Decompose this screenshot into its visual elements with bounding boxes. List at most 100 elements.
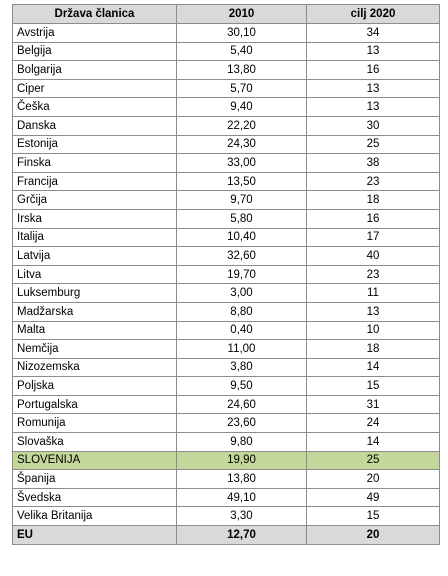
value-2010-cell: 13,50 bbox=[176, 171, 307, 192]
target-2020-cell: 23 bbox=[306, 171, 440, 192]
country-cell: Madžarska bbox=[12, 301, 177, 322]
header-row: Država članica 2010 cilj 2020 bbox=[12, 4, 440, 24]
value-2010-cell: 22,20 bbox=[176, 115, 307, 136]
country-cell: Luksemburg bbox=[12, 283, 177, 303]
value-2010-cell: 23,60 bbox=[176, 413, 307, 434]
value-2010-cell: 11,00 bbox=[176, 339, 307, 359]
table-row: Danska 22,20 30 bbox=[12, 115, 440, 136]
country-cell: Danska bbox=[12, 115, 177, 136]
value-2010-cell: 9,40 bbox=[176, 97, 307, 117]
header-target-2020: cilj 2020 bbox=[306, 4, 440, 24]
target-2020-cell: 40 bbox=[306, 246, 440, 266]
country-cell: Finska bbox=[12, 153, 177, 173]
target-2020-cell: 38 bbox=[306, 153, 440, 173]
value-2010-cell: 5,80 bbox=[176, 208, 307, 229]
table-row: SLOVENIJA 19,90 25 bbox=[12, 450, 440, 471]
value-2010-cell: 9,70 bbox=[176, 190, 307, 210]
table-row: Velika Britanija 3,30 15 bbox=[12, 506, 440, 527]
value-2010-cell: 24,30 bbox=[176, 134, 307, 155]
target-2020-cell: 13 bbox=[306, 78, 440, 99]
value-2010-cell: 32,60 bbox=[176, 246, 307, 266]
country-cell: Švedska bbox=[12, 487, 177, 508]
country-cell: Romunija bbox=[12, 413, 177, 434]
table-row: Madžarska 8,80 13 bbox=[12, 301, 440, 322]
country-cell: Ciper bbox=[12, 78, 177, 99]
country-cell: Latvija bbox=[12, 246, 177, 266]
country-cell: Italija bbox=[12, 227, 177, 248]
target-2020-cell: 17 bbox=[306, 227, 440, 248]
table-row: Slovaška 9,80 14 bbox=[12, 432, 440, 452]
country-cell: Španija bbox=[12, 469, 177, 489]
value-2010-cell: 24,60 bbox=[176, 394, 307, 415]
target-2020-cell: 16 bbox=[306, 208, 440, 229]
table-row: Italija 10,40 17 bbox=[12, 227, 440, 248]
target-2020-cell: 34 bbox=[306, 23, 440, 43]
table-row: Nizozemska 3,80 14 bbox=[12, 357, 440, 378]
target-2020-cell: 16 bbox=[306, 60, 440, 80]
country-cell: Bolgarija bbox=[12, 60, 177, 80]
table-row: Francija 13,50 23 bbox=[12, 171, 440, 192]
country-cell: Grčija bbox=[12, 190, 177, 210]
value-2010-cell: 19,90 bbox=[176, 450, 307, 471]
target-2020-cell: 20 bbox=[306, 525, 440, 545]
value-2010-cell: 12,70 bbox=[176, 525, 307, 545]
header-2010: 2010 bbox=[176, 4, 307, 24]
target-2020-cell: 25 bbox=[306, 450, 440, 471]
target-2020-cell: 13 bbox=[306, 97, 440, 117]
country-cell: Belgija bbox=[12, 41, 177, 62]
value-2010-cell: 30,10 bbox=[176, 23, 307, 43]
country-cell: Velika Britanija bbox=[12, 506, 177, 527]
total-row: EU 12,70 20 bbox=[12, 525, 440, 545]
country-cell: Estonija bbox=[12, 134, 177, 155]
country-cell: Irska bbox=[12, 208, 177, 229]
value-2010-cell: 13,80 bbox=[176, 60, 307, 80]
table-row: Luksemburg 3,00 11 bbox=[12, 283, 440, 303]
target-2020-cell: 14 bbox=[306, 432, 440, 452]
value-2010-cell: 5,40 bbox=[176, 41, 307, 62]
target-2020-cell: 15 bbox=[306, 376, 440, 396]
target-2020-cell: 13 bbox=[306, 301, 440, 322]
target-2020-cell: 24 bbox=[306, 413, 440, 434]
value-2010-cell: 19,70 bbox=[176, 264, 307, 285]
table-row: Belgija 5,40 13 bbox=[12, 41, 440, 62]
value-2010-cell: 3,00 bbox=[176, 283, 307, 303]
value-2010-cell: 9,80 bbox=[176, 432, 307, 452]
target-2020-cell: 23 bbox=[306, 264, 440, 285]
country-cell: Francija bbox=[12, 171, 177, 192]
table-row: Irska 5,80 16 bbox=[12, 208, 440, 229]
target-2020-cell: 10 bbox=[306, 320, 440, 341]
country-cell: Poljska bbox=[12, 376, 177, 396]
table-row: Portugalska 24,60 31 bbox=[12, 394, 440, 415]
value-2010-cell: 3,80 bbox=[176, 357, 307, 378]
target-2020-cell: 30 bbox=[306, 115, 440, 136]
country-cell: Češka bbox=[12, 97, 177, 117]
target-2020-cell: 13 bbox=[306, 41, 440, 62]
value-2010-cell: 49,10 bbox=[176, 487, 307, 508]
table-row: Finska 33,00 38 bbox=[12, 153, 440, 173]
table-row: Ciper 5,70 13 bbox=[12, 78, 440, 99]
country-cell: Portugalska bbox=[12, 394, 177, 415]
country-cell: EU bbox=[12, 525, 177, 545]
table-row: Češka 9,40 13 bbox=[12, 97, 440, 117]
table-row: Latvija 32,60 40 bbox=[12, 246, 440, 266]
table-row: Švedska 49,10 49 bbox=[12, 487, 440, 508]
value-2010-cell: 0,40 bbox=[176, 320, 307, 341]
country-cell: Malta bbox=[12, 320, 177, 341]
target-2020-cell: 11 bbox=[306, 283, 440, 303]
value-2010-cell: 13,80 bbox=[176, 469, 307, 489]
target-2020-cell: 14 bbox=[306, 357, 440, 378]
table-row: Estonija 24,30 25 bbox=[12, 134, 440, 155]
renewable-energy-table: Država članica 2010 cilj 2020 Avstrija 30… bbox=[12, 4, 440, 545]
value-2010-cell: 8,80 bbox=[176, 301, 307, 322]
table-row: Litva 19,70 23 bbox=[12, 264, 440, 285]
target-2020-cell: 18 bbox=[306, 190, 440, 210]
country-cell: Nizozemska bbox=[12, 357, 177, 378]
table-row: Poljska 9,50 15 bbox=[12, 376, 440, 396]
value-2010-cell: 10,40 bbox=[176, 227, 307, 248]
value-2010-cell: 33,00 bbox=[176, 153, 307, 173]
target-2020-cell: 15 bbox=[306, 506, 440, 527]
country-cell: Nemčija bbox=[12, 339, 177, 359]
table-row: Španija 13,80 20 bbox=[12, 469, 440, 489]
header-country: Država članica bbox=[12, 4, 177, 24]
table-row: Avstrija 30,10 34 bbox=[12, 23, 440, 43]
